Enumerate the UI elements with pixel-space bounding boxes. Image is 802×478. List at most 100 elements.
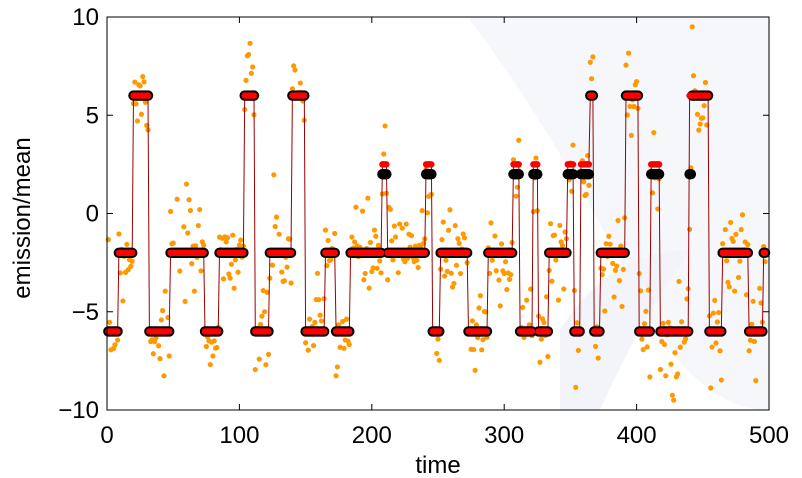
observation-point bbox=[701, 103, 707, 109]
estimated-state-point bbox=[128, 249, 136, 256]
observation-point bbox=[442, 273, 448, 279]
observation-point bbox=[114, 337, 121, 343]
observation-point bbox=[128, 263, 134, 269]
observation-point bbox=[189, 261, 195, 267]
observation-point bbox=[187, 207, 194, 214]
observation-point bbox=[349, 234, 355, 240]
estimated-state-point bbox=[569, 161, 577, 168]
observation-point bbox=[140, 74, 146, 80]
x-tick-label: 500 bbox=[749, 422, 789, 449]
observation-point bbox=[373, 233, 379, 239]
observation-point bbox=[661, 341, 668, 347]
observation-point bbox=[292, 67, 298, 73]
observation-point bbox=[526, 322, 532, 328]
observation-point bbox=[553, 257, 559, 263]
observation-point bbox=[713, 340, 719, 346]
observation-point bbox=[124, 241, 130, 247]
observation-point bbox=[716, 309, 722, 316]
observation-point bbox=[657, 366, 664, 373]
observation-point bbox=[735, 274, 742, 281]
observation-point bbox=[303, 340, 309, 346]
observation-point bbox=[257, 321, 264, 328]
observation-point bbox=[133, 101, 139, 107]
estimated-state-point bbox=[215, 328, 222, 335]
observation-point bbox=[325, 237, 331, 244]
observation-point bbox=[272, 223, 278, 230]
estimated-state-point bbox=[759, 328, 766, 335]
observation-point bbox=[238, 237, 244, 243]
estimated-state-point bbox=[265, 328, 272, 335]
observation-point bbox=[714, 319, 720, 325]
observation-point bbox=[570, 142, 576, 148]
observation-point bbox=[305, 347, 311, 353]
estimated-state-point bbox=[576, 328, 583, 335]
observation-point bbox=[631, 103, 637, 110]
observation-point bbox=[615, 217, 621, 224]
observation-point bbox=[743, 292, 750, 298]
observation-point bbox=[588, 76, 595, 82]
observation-point bbox=[435, 336, 441, 342]
observation-point bbox=[677, 344, 683, 350]
observation-point bbox=[317, 312, 323, 318]
observation-point bbox=[602, 308, 608, 314]
observation-point bbox=[543, 294, 550, 300]
observation-point bbox=[618, 243, 624, 249]
observation-point bbox=[150, 351, 156, 357]
observation-point bbox=[334, 364, 340, 370]
observation-point bbox=[276, 231, 282, 237]
observation-point bbox=[351, 239, 358, 245]
estimated-state-point bbox=[508, 249, 516, 256]
observation-point bbox=[676, 278, 682, 285]
observation-point bbox=[141, 79, 147, 85]
observation-point bbox=[203, 343, 209, 350]
observation-point bbox=[749, 321, 755, 327]
observation-point bbox=[639, 336, 645, 342]
observation-point bbox=[456, 240, 462, 246]
estimated-state-point bbox=[114, 328, 121, 335]
observation-point bbox=[583, 191, 589, 197]
observation-point bbox=[389, 238, 395, 244]
observation-point bbox=[477, 293, 483, 299]
estimated-state-point bbox=[346, 328, 353, 335]
observation-point bbox=[289, 86, 295, 92]
observation-point bbox=[387, 206, 393, 212]
observation-point bbox=[731, 288, 738, 294]
estimated-state-point bbox=[463, 249, 471, 256]
observation-point bbox=[697, 121, 703, 127]
observation-point bbox=[651, 129, 657, 136]
estimated-state-point bbox=[585, 161, 593, 168]
observation-point bbox=[259, 313, 265, 319]
observation-point bbox=[246, 51, 252, 58]
observation-point bbox=[443, 257, 449, 263]
observation-point bbox=[397, 221, 403, 227]
observation-point bbox=[279, 269, 285, 275]
x-tick-label: 100 bbox=[219, 422, 259, 449]
observation-point bbox=[559, 242, 566, 249]
observation-point bbox=[191, 288, 197, 294]
true-state-point bbox=[567, 169, 579, 180]
observation-point bbox=[616, 278, 622, 284]
observation-point bbox=[538, 336, 544, 342]
observation-point bbox=[210, 353, 216, 359]
tick-labels: 0 100 200 300 400 500 −10 −5 0 5 10 bbox=[58, 4, 789, 449]
estimated-state-point bbox=[483, 328, 491, 335]
observation-point bbox=[641, 321, 648, 327]
observation-point bbox=[581, 179, 587, 185]
estimated-state-point bbox=[320, 328, 328, 335]
x-tick-label: 200 bbox=[352, 422, 392, 449]
observation-point bbox=[195, 222, 201, 229]
observation-point bbox=[344, 316, 350, 322]
observation-point bbox=[590, 54, 596, 60]
observation-point bbox=[671, 397, 677, 403]
observation-point bbox=[232, 257, 239, 263]
observation-point bbox=[385, 277, 391, 283]
estimated-state-point bbox=[421, 249, 428, 256]
observation-point bbox=[367, 239, 374, 246]
observation-point bbox=[382, 123, 388, 129]
observation-point bbox=[235, 269, 241, 275]
observation-point bbox=[668, 361, 674, 367]
observation-point bbox=[600, 266, 607, 272]
estimated-state-points bbox=[105, 92, 769, 335]
observation-point bbox=[607, 241, 613, 247]
observation-point bbox=[193, 243, 199, 249]
